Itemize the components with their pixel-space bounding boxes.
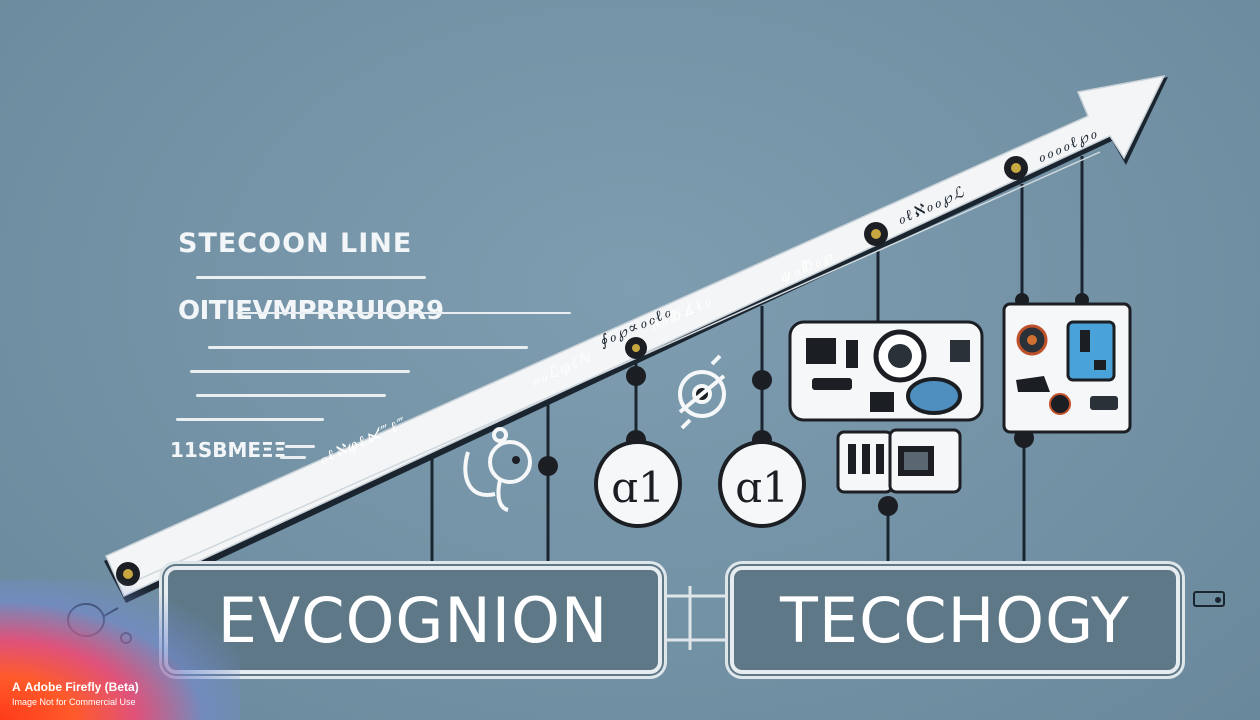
heading-tertiary: 11SBMEΞΞ: [170, 438, 287, 462]
divider-6: [176, 418, 324, 421]
adobe-logo-icon: A: [12, 680, 21, 694]
divider-5: [196, 394, 386, 397]
bead-6: [878, 496, 898, 516]
divider-3: [208, 346, 528, 349]
bead-2: [626, 366, 646, 386]
heading-primary: STECOON LINE: [178, 228, 413, 259]
tech-card: [1002, 302, 1132, 434]
node-mid: [625, 337, 647, 359]
medallion-left: ɑ1: [594, 440, 682, 528]
heading-secondary: OITIEVMPRRUIOR9: [178, 296, 444, 326]
bead-1: [538, 456, 558, 476]
divider-1: [196, 276, 426, 279]
watermark-subtitle: Image Not for Commercial Use: [12, 697, 136, 707]
banner-left: EVCOGNION: [164, 566, 662, 674]
connector-stems: [430, 156, 1084, 572]
watermark-title: A Adobe Firefly (Beta): [12, 680, 139, 694]
bead-4: [752, 370, 772, 390]
target-icon: [678, 354, 726, 430]
svg-text:ɑ1: ɑ1: [735, 463, 789, 512]
watermark-title-text: Adobe Firefly (Beta): [24, 680, 139, 694]
divider-2: [236, 312, 571, 314]
bracket-glyph-icon: [1193, 591, 1225, 607]
watermark-glow: [0, 580, 240, 720]
divider-4: [190, 370, 410, 373]
medallion-right: ɑ1: [718, 440, 806, 528]
banner-connector: [662, 586, 728, 650]
banner-right: TECCHOGY: [730, 566, 1180, 674]
svg-text:ɑ1: ɑ1: [611, 463, 665, 512]
banner-right-text: TECCHOGY: [780, 584, 1130, 657]
divider-8: [280, 456, 306, 459]
device-cluster: [836, 428, 962, 494]
node-upper: [864, 222, 888, 246]
banner-left-text: EVCOGNION: [217, 584, 609, 657]
node-top: [1004, 156, 1028, 180]
divider-7: [285, 445, 315, 448]
robot-figure-icon: [463, 427, 532, 512]
gadget-panel: [788, 320, 984, 422]
